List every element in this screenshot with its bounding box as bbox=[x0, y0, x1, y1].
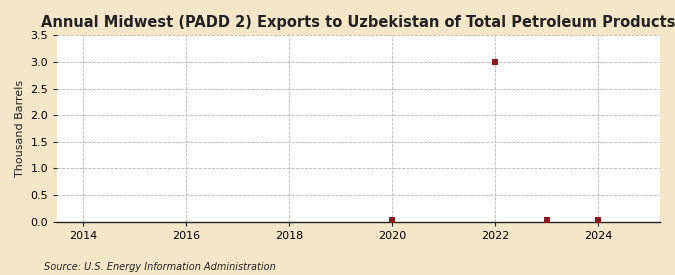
Point bbox=[593, 218, 603, 222]
Point bbox=[387, 218, 398, 222]
Text: Source: U.S. Energy Information Administration: Source: U.S. Energy Information Administ… bbox=[44, 262, 275, 272]
Y-axis label: Thousand Barrels: Thousand Barrels bbox=[15, 80, 25, 177]
Point bbox=[541, 218, 552, 222]
Title: Annual Midwest (PADD 2) Exports to Uzbekistan of Total Petroleum Products: Annual Midwest (PADD 2) Exports to Uzbek… bbox=[41, 15, 675, 30]
Point bbox=[490, 60, 501, 64]
